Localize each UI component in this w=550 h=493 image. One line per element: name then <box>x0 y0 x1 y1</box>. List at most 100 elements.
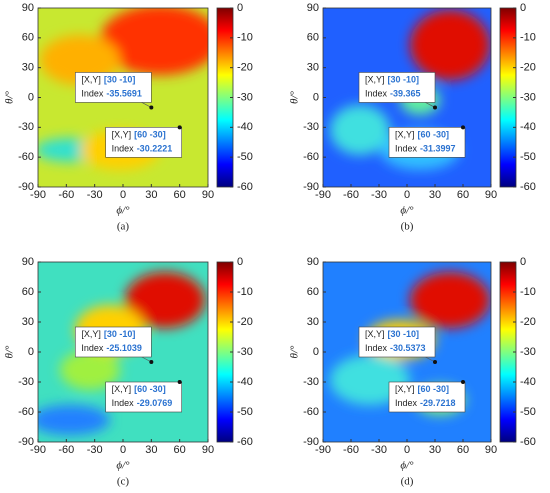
x-tick-label: 30 <box>145 189 157 201</box>
datatip-box <box>358 72 436 103</box>
heatmap-blob <box>60 350 120 390</box>
caption: (c) <box>117 476 130 488</box>
colorbar-tick-label: -20 <box>237 62 253 74</box>
y-tick-label: 90 <box>22 2 34 14</box>
y-tick-label: -60 <box>303 151 319 163</box>
y-tick-label: 60 <box>307 32 319 44</box>
heatmap-blob <box>38 405 110 435</box>
y-tick-label: 30 <box>307 62 319 74</box>
datatip-box <box>388 381 466 413</box>
x-tick-label: 30 <box>429 189 441 201</box>
datatip-box <box>75 326 152 358</box>
x-tick-label: -60 <box>58 189 74 201</box>
y-axis-label: θ/° <box>4 345 16 358</box>
datatip-xy-value: [30 -10] <box>388 75 420 85</box>
datatip-box <box>388 127 466 158</box>
x-tick-label: 90 <box>485 189 497 201</box>
datatip-box <box>105 127 182 158</box>
y-tick-label: 30 <box>22 316 34 328</box>
x-tick-label: 90 <box>202 444 214 456</box>
datatip-xy: [X,Y] [30 -10] <box>81 329 135 339</box>
x-tick-label: 60 <box>457 189 469 201</box>
y-tick-label: -30 <box>303 121 319 133</box>
x-axis-label: ϕ/° <box>400 460 414 472</box>
colorbar-tick-label: -40 <box>237 376 253 388</box>
colorbar-tick-label: -20 <box>237 316 253 328</box>
datatip-xy-value: [60 -30] <box>418 130 450 140</box>
datatip-xy: [X,Y] [60 -30] <box>395 384 449 394</box>
datatip-xy-label: [X,Y] <box>81 75 101 85</box>
colorbar-tick-label: -30 <box>520 91 536 103</box>
datatip-index: Index -39.365 <box>365 89 421 99</box>
datatip-index-label: Index <box>112 398 135 408</box>
colorbar-tick-label: 0 <box>520 256 526 268</box>
colorbar-tick-label: -20 <box>520 62 536 74</box>
datatip-index-value: -35.5691 <box>106 89 142 99</box>
datatip-index: Index -29.0769 <box>112 398 173 408</box>
colorbar-tick-label: -10 <box>237 32 253 44</box>
datatip-index-label: Index <box>81 343 104 353</box>
x-axis-label: ϕ/° <box>116 205 130 217</box>
datatip-xy-value: [60 -30] <box>418 384 450 394</box>
y-axis-label: θ/° <box>289 90 301 103</box>
x-tick-label: 60 <box>174 444 186 456</box>
y-tick-label: 90 <box>307 256 319 268</box>
datatip-index-label: Index <box>395 398 418 408</box>
colorbar-tick-label: -20 <box>520 316 536 328</box>
datatip-box <box>75 72 152 103</box>
x-tick-label: 90 <box>202 189 214 201</box>
colorbar-tick-label: -10 <box>520 286 536 298</box>
datatip-xy-label: [X,Y] <box>112 384 132 394</box>
x-tick-label: -90 <box>30 444 46 456</box>
caption: (a) <box>117 221 130 233</box>
y-tick-label: 0 <box>28 346 34 358</box>
datatip-xy: [X,Y] [30 -10] <box>81 75 135 85</box>
datatip-index: Index -35.5691 <box>81 89 142 99</box>
colorbar-tick-label: -50 <box>237 151 253 163</box>
heatmap-blob <box>410 272 490 328</box>
colorbar-tick-label: -30 <box>520 346 536 358</box>
datatip-xy: [X,Y] [30 -10] <box>365 75 419 85</box>
x-tick-label: -30 <box>371 444 387 456</box>
colorbar-tick-label: -60 <box>237 181 253 193</box>
datatip-point <box>177 125 182 130</box>
datatip-index-value: -31.3997 <box>420 144 456 154</box>
y-axis-label: θ/° <box>4 90 16 103</box>
colorbar-tick-label: 0 <box>237 2 243 14</box>
x-tick-label: 0 <box>404 189 410 201</box>
y-tick-label: 60 <box>307 286 319 298</box>
datatip-xy-value: [60 -30] <box>134 130 166 140</box>
y-tick-label: 90 <box>307 2 319 14</box>
datatip-index-label: Index <box>81 89 104 99</box>
datatip-xy: [X,Y] [60 -30] <box>112 130 166 140</box>
heatmap-blob <box>125 272 205 328</box>
x-axis-label: ϕ/° <box>400 205 414 217</box>
x-tick-label: -30 <box>87 189 103 201</box>
datatip-index-value: -29.0769 <box>137 398 173 408</box>
x-tick-label: 0 <box>404 444 410 456</box>
colorbar-tick-label: -50 <box>520 151 536 163</box>
y-tick-label: -30 <box>18 121 34 133</box>
colorbar-tick-label: -30 <box>237 346 253 358</box>
datatip-point <box>461 125 465 130</box>
x-tick-label: -30 <box>87 444 103 456</box>
x-tick-label: 0 <box>120 189 126 201</box>
x-tick-label: 30 <box>145 444 157 456</box>
x-tick-label: -60 <box>58 444 74 456</box>
heatmap-blob <box>410 10 490 80</box>
datatip-xy-label: [X,Y] <box>395 130 415 140</box>
datatip-point <box>177 380 182 384</box>
datatip-xy: [X,Y] [30 -10] <box>365 329 419 339</box>
datatip-index-label: Index <box>395 144 418 154</box>
x-tick-label: 60 <box>457 444 469 456</box>
datatip-xy-value: [30 -10] <box>104 75 136 85</box>
datatip-index-label: Index <box>365 343 388 353</box>
datatip-xy-value: [60 -30] <box>134 384 166 394</box>
datatip-index-value: -30.2221 <box>137 144 173 154</box>
datatip-xy: [X,Y] [60 -30] <box>112 384 166 394</box>
colorbar-tick-label: -50 <box>237 406 253 418</box>
colorbar-tick-label: -10 <box>237 286 253 298</box>
y-tick-label: -60 <box>18 406 34 418</box>
datatip-point <box>461 380 465 384</box>
